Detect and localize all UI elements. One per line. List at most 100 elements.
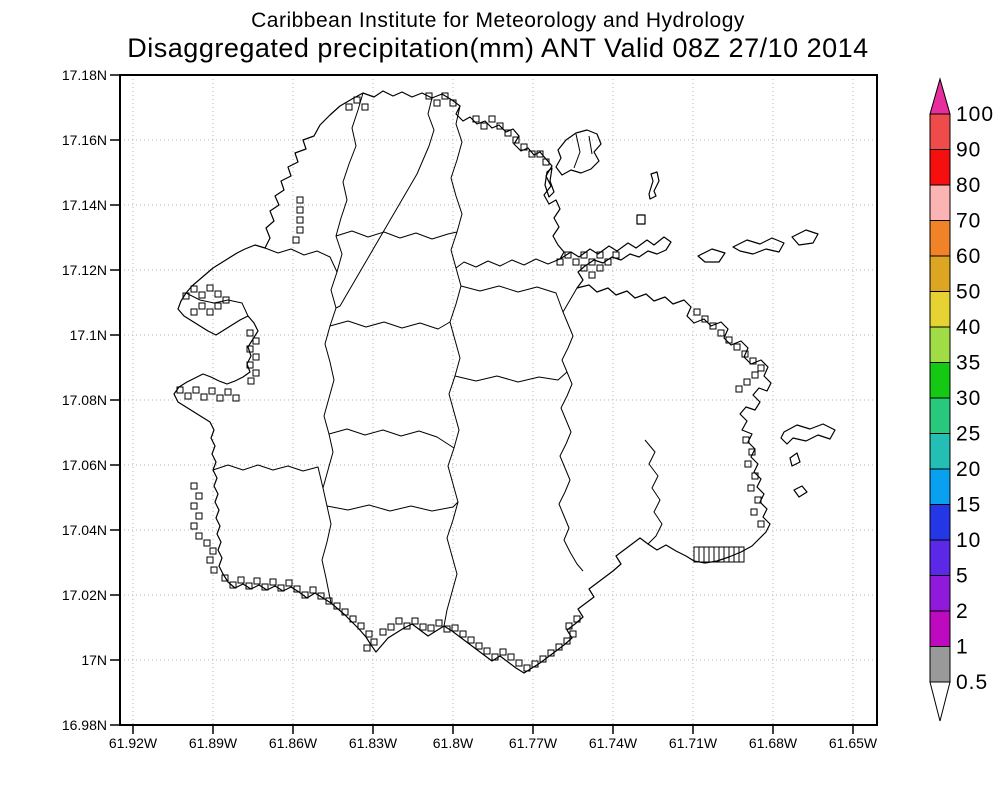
coastal-catchment-cell: [491, 653, 499, 661]
watershed-boundary-line: [264, 247, 338, 273]
colorbar-label: 25: [956, 423, 981, 446]
coastal-catchment-cell: [293, 585, 301, 593]
coastal-catchment-cell: [747, 484, 755, 492]
colorbar-segment: [929, 255, 951, 292]
coastal-catchment-cell: [701, 315, 709, 323]
colorbar-segment: [929, 646, 951, 683]
coastal-catchment-cell: [748, 448, 756, 456]
watershed-boundary-line: [185, 292, 249, 317]
coastal-catchment-cell: [195, 492, 203, 500]
watershed-boundary-line: [455, 258, 561, 269]
coastal-catchment-cell: [569, 630, 577, 638]
coastal-catchment-cell: [370, 638, 378, 646]
coastal-catchment-cell: [214, 290, 222, 298]
coastal-catchment-cell: [449, 99, 457, 107]
offshore-islet: [791, 229, 819, 246]
lon-tick-label: 61.71W: [669, 735, 718, 751]
coastal-catchment-cell: [206, 556, 214, 564]
watershed-boundary-line: [321, 92, 364, 604]
lon-tick-label: 61.86W: [269, 735, 318, 751]
coastal-catchment-cell: [387, 623, 395, 631]
colorbar-segment: [929, 575, 951, 612]
colorbar: 100 90 80 70 60 50 40 35 30 25 20 15 10 5 2 1 0.5: [929, 77, 993, 722]
coastal-catchment-cell: [596, 251, 604, 259]
coastal-catchment-cell: [443, 625, 451, 633]
coastal-catchment-cell: [253, 577, 261, 585]
grid-lines: [120, 75, 877, 725]
lat-tick-label: 17.12N: [62, 262, 107, 278]
coastal-catchment-cell: [245, 582, 253, 590]
colorbar-label: 0.5: [956, 671, 988, 694]
colorbar-label: 70: [956, 210, 981, 233]
coastal-catchment-cell: [296, 196, 304, 204]
figure-title-line1: Caribbean Institute for Meteorology and …: [251, 9, 745, 32]
coastal-catchment-bar: [738, 546, 745, 563]
colorbar-label: 10: [956, 529, 981, 552]
coastal-catchment-cell: [296, 206, 304, 214]
coastal-catchment-cell: [580, 251, 588, 259]
coastal-catchment-cell: [190, 482, 198, 490]
coastal-catchment-cell: [333, 602, 341, 610]
coastal-catchment-cell: [192, 386, 200, 394]
coastal-catchment-cell: [441, 92, 449, 100]
coastal-catchment-cell: [195, 532, 203, 540]
lon-tick-label: 61.74W: [589, 735, 638, 751]
coastal-catchment-cell: [357, 622, 365, 630]
coastal-catchment-cell: [206, 284, 214, 292]
coastal-catchment-cell: [754, 496, 762, 504]
coastal-catchment-cell: [515, 659, 523, 667]
colorbar-segment: [929, 468, 951, 505]
coastal-catchment-cell: [573, 615, 581, 623]
offshore-islet: [555, 129, 602, 176]
colorbar-segment: [929, 326, 951, 363]
coastal-catchment-cell: [757, 364, 765, 372]
coastal-catchment-cell: [214, 302, 222, 310]
coastal-catchment-cell: [512, 136, 520, 144]
coastal-catchment-cell: [507, 653, 515, 661]
watershed-boundary-line: [328, 428, 455, 449]
lon-tick-label: 61.68W: [749, 735, 798, 751]
coastal-catchment-cell: [198, 302, 206, 310]
lat-axis-labels: 17.18N 17.16N 17.14N 17.12N 17.1N 17.08N 17.06…: [62, 67, 107, 733]
coastal-catchment-cell: [751, 371, 759, 379]
lat-tick-label: 17.02N: [62, 587, 107, 603]
coastal-catchment-cell: [483, 647, 491, 655]
colorbar-label: 40: [956, 316, 981, 339]
coastal-catchment-cell: [403, 622, 411, 630]
coastal-catchment-cell: [588, 258, 596, 266]
coastal-catchment-cell: [555, 643, 563, 651]
coastal-catchment-cell: [451, 624, 459, 632]
coastal-catchment-cell: [749, 357, 757, 365]
coastal-catchment-cell: [190, 502, 198, 510]
colorbar-segment: [929, 184, 951, 221]
coastal-catchment-cell: [195, 512, 203, 520]
coastal-catchment-cell: [556, 258, 564, 266]
watershed-boundary-line: [335, 97, 435, 309]
coastal-catchment-cell: [480, 122, 488, 130]
coastal-catchment-cell: [612, 251, 620, 259]
coastal-catchment-cell: [190, 308, 198, 316]
coastal-catchment-cell: [208, 387, 216, 395]
colorbar-label: 30: [956, 387, 981, 410]
coastal-catchment-cell: [531, 660, 539, 668]
coastal-catchment-cell: [539, 655, 547, 663]
offshore-islet: [697, 248, 726, 263]
offshore-islet: [648, 171, 660, 200]
offshore-islet: [544, 167, 555, 198]
coastal-catchment-cell: [190, 285, 198, 293]
lat-tick-label: 17N: [81, 652, 107, 668]
coastal-catchment-cell: [296, 226, 304, 234]
colorbar-segment: [929, 504, 951, 541]
coastal-catchment-cell: [496, 122, 504, 130]
coastal-catchment-cell: [222, 296, 230, 304]
lon-axis-labels: 61.92W 61.89W 61.86W 61.83W 61.8W 61.77W 61.74…: [109, 735, 878, 751]
coastal-catchment-cell: [221, 574, 229, 582]
coastal-catchment-cell: [572, 258, 580, 266]
colorbar-segment: [929, 610, 951, 647]
lon-tick-label: 61.8W: [433, 735, 474, 751]
coastal-catchment-cell: [252, 337, 260, 345]
coastal-catchment-cell: [542, 158, 550, 166]
watershed-boundary-line: [329, 320, 451, 330]
colorbar-label: 80: [956, 174, 981, 197]
